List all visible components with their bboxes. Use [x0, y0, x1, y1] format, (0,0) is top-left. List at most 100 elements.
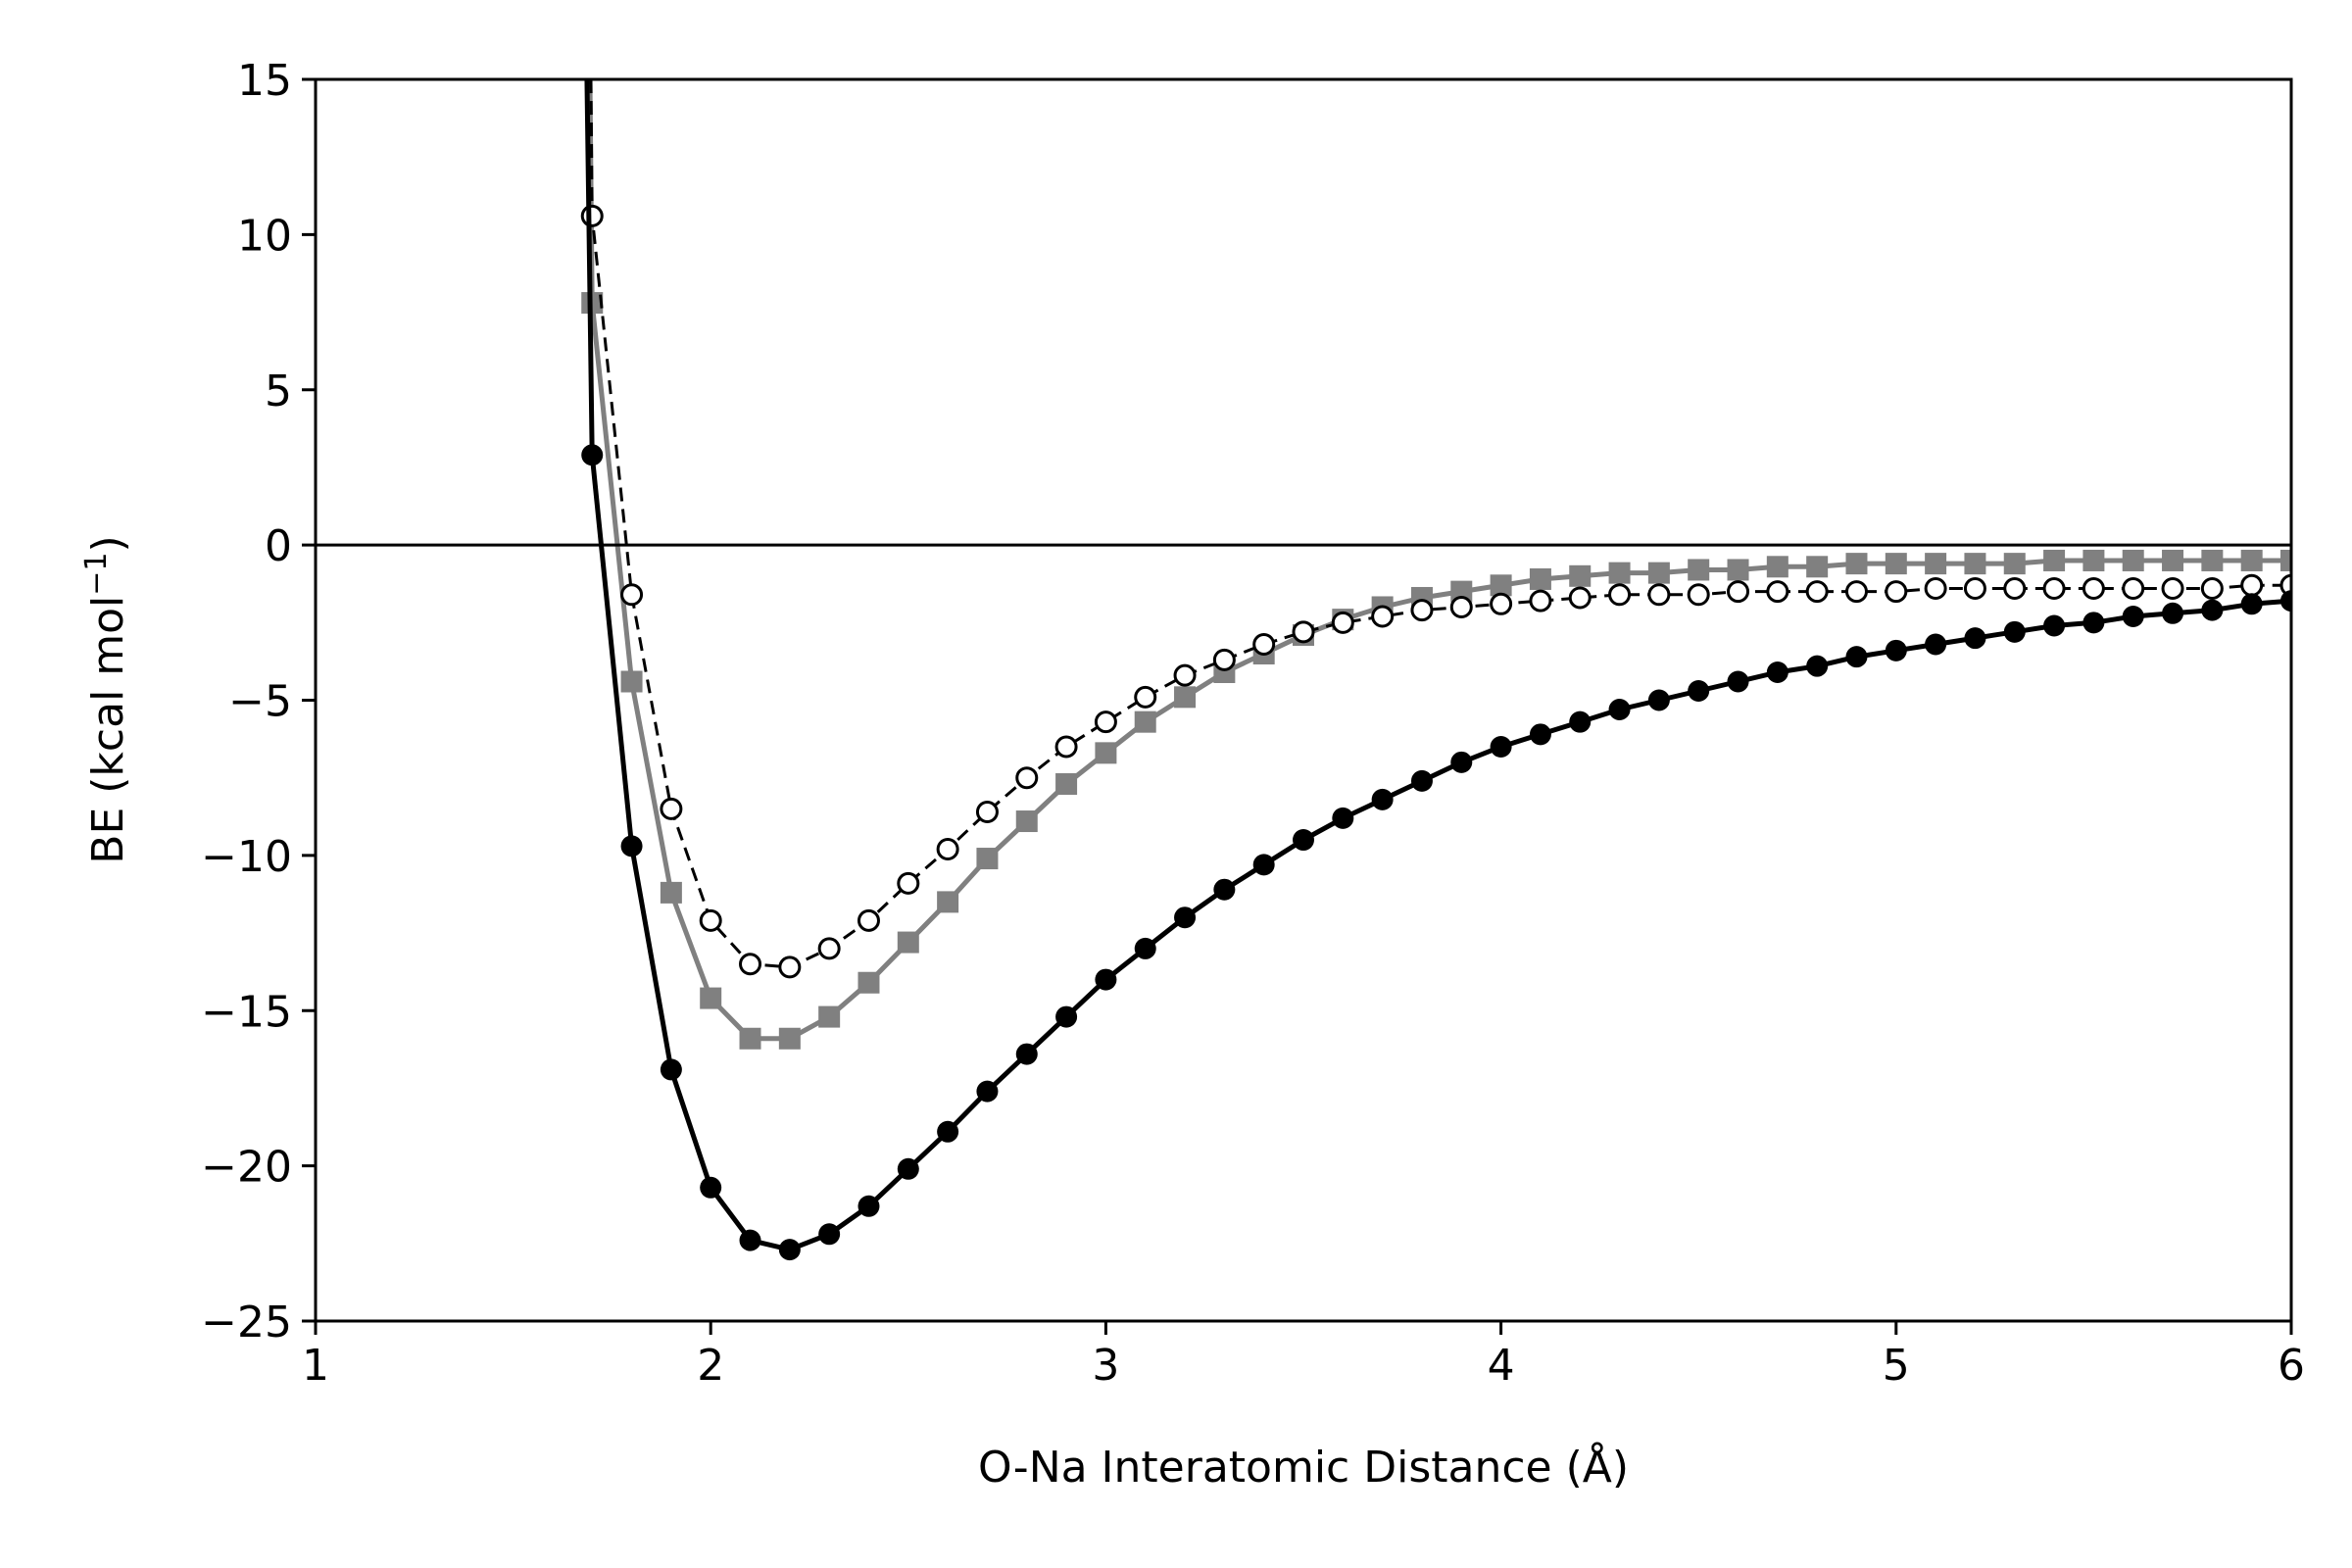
- series-1-point: [1332, 807, 1354, 829]
- series-2-point: [858, 971, 880, 994]
- x-tick-label: 2: [697, 1341, 724, 1391]
- series-3-point: [2003, 576, 2027, 600]
- series-1-point: [581, 444, 604, 466]
- series-3-point: [2200, 576, 2224, 600]
- series-2-point: [778, 1027, 801, 1050]
- series-2-point: [2043, 549, 2066, 571]
- y-axis-label: BE (kcal mol−1): [79, 535, 134, 863]
- series-1-point: [1095, 968, 1117, 991]
- plot-frame: [314, 77, 2293, 1323]
- series-1-point: [1647, 689, 1670, 711]
- series-1-point: [1134, 937, 1156, 959]
- series-2-point: [620, 670, 643, 693]
- series-1-point: [1529, 723, 1551, 746]
- series-3-point: [1924, 576, 1947, 600]
- series-3-point: [1292, 620, 1315, 644]
- series-3-point: [1134, 685, 1157, 709]
- series-1-point: [1410, 769, 1433, 792]
- series-layer: [580, 79, 2291, 1261]
- series-1-point: [1569, 710, 1592, 733]
- series-1-point: [2003, 620, 2026, 643]
- series-3-point: [2122, 576, 2145, 600]
- series-2-point: [1095, 742, 1117, 764]
- series-1-point: [937, 1120, 959, 1143]
- series-3-point: [1963, 576, 1986, 600]
- y-tick-label: 0: [265, 521, 292, 571]
- series-3-point: [2240, 573, 2264, 597]
- series-3-point: [1687, 583, 1710, 607]
- series-2-point: [2201, 549, 2224, 571]
- series-3-point: [897, 871, 920, 895]
- series-1-point: [739, 1229, 761, 1251]
- series-1-point: [1371, 788, 1394, 810]
- series-2-point: [1647, 562, 1670, 584]
- series-1-point: [1727, 670, 1749, 693]
- series-3-point: [1766, 580, 1789, 604]
- series-2-point: [1806, 556, 1829, 578]
- series-1-point: [897, 1157, 919, 1180]
- series-2-point: [660, 881, 682, 904]
- series-2-point: [818, 1005, 841, 1028]
- series-3-point: [1844, 580, 1868, 604]
- series-1-point: [1964, 627, 1986, 650]
- series-3-point: [817, 937, 841, 960]
- series-1-point: [1055, 1005, 1078, 1028]
- series-3-point: [1885, 580, 1908, 604]
- series-1-point: [778, 1239, 801, 1261]
- series-1-point: [1450, 751, 1473, 773]
- series-2-point: [1490, 574, 1512, 597]
- series-1-point: [1885, 639, 1907, 662]
- series-3-point: [1371, 605, 1395, 628]
- series-2-point: [1134, 710, 1156, 733]
- y-tick-label: 5: [265, 367, 292, 416]
- series-3-point: [660, 797, 683, 820]
- series-1-point: [1806, 655, 1829, 677]
- series-3-point: [1608, 583, 1632, 607]
- series-3-point: [2279, 573, 2291, 597]
- series-3-point: [620, 583, 644, 607]
- y-tick-label: 15: [237, 56, 292, 106]
- series-2-point: [2122, 549, 2144, 571]
- series-3-point: [1529, 589, 1552, 612]
- series-2-point: [2280, 549, 2291, 571]
- series-2-point: [1569, 564, 1592, 587]
- series-1-point: [818, 1223, 841, 1246]
- series-2-line: [587, 79, 2291, 1042]
- series-2-point: [1727, 559, 1749, 581]
- y-tick-label: −5: [228, 677, 292, 727]
- series-1-point: [1845, 646, 1868, 668]
- series-2-point: [1015, 810, 1038, 833]
- y-tick-label: −25: [201, 1298, 292, 1348]
- series-1-point: [1015, 1043, 1038, 1065]
- series-1-point: [700, 1176, 722, 1199]
- y-tick-label: −20: [201, 1143, 292, 1193]
- series-3-point: [2161, 576, 2184, 600]
- x-tick-label: 1: [302, 1341, 329, 1391]
- series-3-point: [975, 801, 999, 824]
- y-axis-label-main: BE (kcal mol: [83, 596, 133, 864]
- series-1-point: [620, 835, 643, 858]
- series-1-point: [1213, 878, 1236, 901]
- x-tick-label: 3: [1092, 1341, 1119, 1391]
- x-tick-label: 4: [1488, 1341, 1515, 1391]
- series-3-point: [1173, 663, 1197, 687]
- x-tick-label: 5: [1883, 1341, 1910, 1391]
- series-1-line: [584, 79, 2291, 1252]
- series-1-point: [1766, 661, 1788, 683]
- series-2-point: [2003, 553, 2026, 575]
- series-1-point: [2162, 602, 2184, 624]
- series-2-point: [700, 987, 722, 1009]
- series-3-point: [1252, 632, 1276, 656]
- x-tick-label: 6: [2278, 1341, 2305, 1391]
- y-tick-label: −15: [201, 987, 292, 1037]
- series-1-point: [976, 1080, 999, 1102]
- series-2-point: [1925, 553, 1947, 575]
- series-1-point: [1174, 906, 1197, 929]
- series-2-point: [2082, 549, 2105, 571]
- series-2-point: [1845, 553, 1868, 575]
- series-3-point: [1054, 735, 1078, 759]
- x-axis: 1 2 3 4 5 6: [302, 1321, 2305, 1391]
- series-1-point: [660, 1058, 682, 1081]
- series-3-point: [580, 204, 604, 227]
- series-2-point: [1688, 559, 1710, 581]
